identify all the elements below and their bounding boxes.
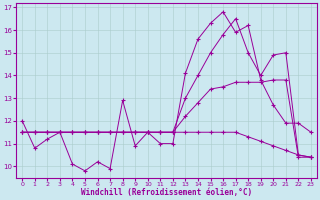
X-axis label: Windchill (Refroidissement éolien,°C): Windchill (Refroidissement éolien,°C) [81, 188, 252, 197]
